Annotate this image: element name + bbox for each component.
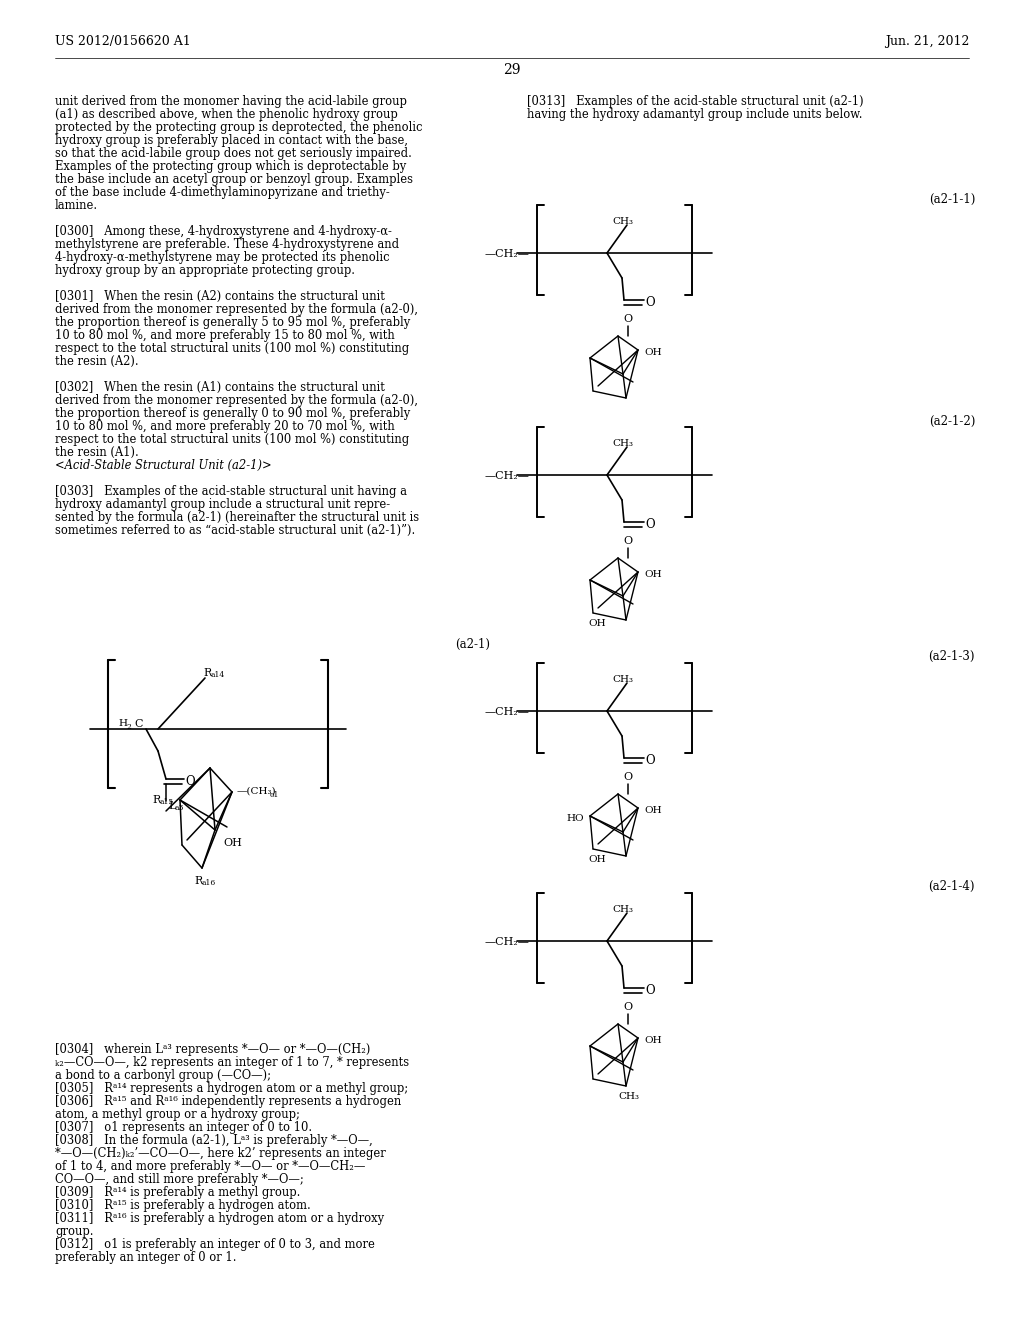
Text: CH₃: CH₃	[612, 216, 633, 226]
Text: <Acid-Stable Structural Unit (a2-1)>: <Acid-Stable Structural Unit (a2-1)>	[55, 459, 271, 473]
Text: respect to the total structural units (100 mol %) constituting: respect to the total structural units (1…	[55, 433, 410, 446]
Text: O: O	[645, 296, 654, 309]
Text: —CH₂—: —CH₂—	[485, 249, 529, 259]
Text: OH: OH	[223, 838, 242, 847]
Text: respect to the total structural units (100 mol %) constituting: respect to the total structural units (1…	[55, 342, 410, 355]
Text: —CH₂—: —CH₂—	[485, 471, 529, 480]
Text: 29: 29	[503, 63, 521, 77]
Text: [0301]   When the resin (A2) contains the structural unit: [0301] When the resin (A2) contains the …	[55, 290, 385, 304]
Text: *—O—(CH₂)ₖ₂’—CO—O—, here k2’ represents an integer: *—O—(CH₂)ₖ₂’—CO—O—, here k2’ represents …	[55, 1147, 386, 1160]
Text: (a2-1): (a2-1)	[455, 638, 490, 651]
Text: O: O	[623, 1002, 632, 1012]
Text: [0303]   Examples of the acid-stable structural unit having a: [0303] Examples of the acid-stable struc…	[55, 484, 407, 498]
Text: protected by the protecting group is deprotected, the phenolic: protected by the protecting group is dep…	[55, 121, 423, 135]
Text: methylstyrene are preferable. These 4-hydroxystyrene and: methylstyrene are preferable. These 4-hy…	[55, 238, 399, 251]
Text: hydroxy group is preferably placed in contact with the base,: hydroxy group is preferably placed in co…	[55, 135, 408, 147]
Text: [0304]   wherein Lᵃ³ represents *—O— or *—O—(CH₂): [0304] wherein Lᵃ³ represents *—O— or *—…	[55, 1043, 371, 1056]
Text: Examples of the protecting group which is deprotectable by: Examples of the protecting group which i…	[55, 160, 407, 173]
Text: (a1) as described above, when the phenolic hydroxy group: (a1) as described above, when the phenol…	[55, 108, 397, 121]
Text: unit derived from the monomer having the acid-labile group: unit derived from the monomer having the…	[55, 95, 407, 108]
Text: a bond to a carbonyl group (—CO—);: a bond to a carbonyl group (—CO—);	[55, 1069, 271, 1082]
Text: Jun. 21, 2012: Jun. 21, 2012	[885, 36, 969, 49]
Text: the base include an acetyl group or benzoyl group. Examples: the base include an acetyl group or benz…	[55, 173, 413, 186]
Text: OH: OH	[644, 348, 662, 356]
Text: (a2-1-3): (a2-1-3)	[929, 649, 975, 663]
Text: so that the acid-labile group does not get seriously impaired.: so that the acid-labile group does not g…	[55, 147, 412, 160]
Text: 2: 2	[126, 723, 131, 731]
Text: O: O	[185, 775, 195, 788]
Text: R: R	[152, 795, 160, 805]
Text: O: O	[623, 536, 632, 546]
Text: a15: a15	[160, 799, 174, 807]
Text: OH: OH	[588, 855, 605, 865]
Text: H: H	[118, 719, 127, 729]
Text: —(CH₃): —(CH₃)	[237, 787, 276, 796]
Text: having the hydroxy adamantyl group include units below.: having the hydroxy adamantyl group inclu…	[527, 108, 862, 121]
Text: a16: a16	[202, 879, 216, 887]
Text: [0312]   o1 is preferably an integer of 0 to 3, and more: [0312] o1 is preferably an integer of 0 …	[55, 1238, 375, 1251]
Text: 10 to 80 mol %, and more preferably 15 to 80 mol %, with: 10 to 80 mol %, and more preferably 15 t…	[55, 329, 394, 342]
Text: hydroxy group by an appropriate protecting group.: hydroxy group by an appropriate protecti…	[55, 264, 355, 277]
Text: (a2-1-4): (a2-1-4)	[929, 880, 975, 894]
Text: OH: OH	[644, 570, 662, 579]
Text: OH: OH	[644, 807, 662, 814]
Text: [0311]   Rᵃ¹⁶ is preferably a hydrogen atom or a hydroxy: [0311] Rᵃ¹⁶ is preferably a hydrogen ato…	[55, 1212, 384, 1225]
Text: the resin (A1).: the resin (A1).	[55, 446, 138, 459]
Text: of the base include 4-dimethylaminopyrizane and triethy-: of the base include 4-dimethylaminopyriz…	[55, 186, 390, 199]
Text: (a2-1-1): (a2-1-1)	[929, 193, 975, 206]
Text: o1: o1	[270, 791, 280, 799]
Text: derived from the monomer represented by the formula (a2-0),: derived from the monomer represented by …	[55, 393, 418, 407]
Text: [0307]   o1 represents an integer of 0 to 10.: [0307] o1 represents an integer of 0 to …	[55, 1121, 312, 1134]
Text: the proportion thereof is generally 5 to 95 mol %, preferably: the proportion thereof is generally 5 to…	[55, 315, 411, 329]
Text: US 2012/0156620 A1: US 2012/0156620 A1	[55, 36, 190, 49]
Text: [0300]   Among these, 4-hydroxystyrene and 4-hydroxy-α-: [0300] Among these, 4-hydroxystyrene and…	[55, 224, 392, 238]
Text: 4-hydroxy-α-methylstyrene may be protected its phenolic: 4-hydroxy-α-methylstyrene may be protect…	[55, 251, 389, 264]
Text: sented by the formula (a2-1) (hereinafter the structural unit is: sented by the formula (a2-1) (hereinafte…	[55, 511, 419, 524]
Text: O: O	[645, 983, 654, 997]
Text: [0305]   Rᵃ¹⁴ represents a hydrogen atom or a methyl group;: [0305] Rᵃ¹⁴ represents a hydrogen atom o…	[55, 1082, 409, 1096]
Text: O: O	[623, 314, 632, 323]
Text: O: O	[645, 517, 654, 531]
Text: hydroxy adamantyl group include a structural unit repre-: hydroxy adamantyl group include a struct…	[55, 498, 390, 511]
Text: CH₃: CH₃	[618, 1092, 639, 1101]
Text: derived from the monomer represented by the formula (a2-0),: derived from the monomer represented by …	[55, 304, 418, 315]
Text: 10 to 80 mol %, and more preferably 20 to 70 mol %, with: 10 to 80 mol %, and more preferably 20 t…	[55, 420, 394, 433]
Text: —CH₂—: —CH₂—	[485, 708, 529, 717]
Text: R: R	[194, 876, 203, 886]
Text: OH: OH	[588, 619, 605, 628]
Text: O: O	[623, 772, 632, 781]
Text: OH: OH	[644, 1036, 662, 1045]
Text: R: R	[203, 668, 211, 678]
Text: CH₃: CH₃	[612, 906, 633, 913]
Text: [0306]   Rᵃ¹⁵ and Rᵃ¹⁶ independently represents a hydrogen: [0306] Rᵃ¹⁵ and Rᵃ¹⁶ independently repre…	[55, 1096, 401, 1107]
Text: (a2-1-2): (a2-1-2)	[929, 414, 975, 428]
Text: atom, a methyl group or a hydroxy group;: atom, a methyl group or a hydroxy group;	[55, 1107, 300, 1121]
Text: HO: HO	[566, 814, 584, 822]
Text: CH₃: CH₃	[612, 675, 633, 684]
Text: CH₃: CH₃	[612, 440, 633, 447]
Text: lamine.: lamine.	[55, 199, 98, 213]
Text: CO—O—, and still more preferably *—O—;: CO—O—, and still more preferably *—O—;	[55, 1173, 304, 1185]
Text: [0302]   When the resin (A1) contains the structural unit: [0302] When the resin (A1) contains the …	[55, 381, 385, 393]
Text: [0313]   Examples of the acid-stable structural unit (a2-1): [0313] Examples of the acid-stable struc…	[527, 95, 863, 108]
Text: [0309]   Rᵃ¹⁴ is preferably a methyl group.: [0309] Rᵃ¹⁴ is preferably a methyl group…	[55, 1185, 300, 1199]
Text: sometimes referred to as “acid-stable structural unit (a2-1)”).: sometimes referred to as “acid-stable st…	[55, 524, 416, 537]
Text: O: O	[645, 754, 654, 767]
Text: C: C	[134, 719, 142, 729]
Text: [0308]   In the formula (a2-1), Lᵃ³ is preferably *—O—,: [0308] In the formula (a2-1), Lᵃ³ is pre…	[55, 1134, 373, 1147]
Text: preferably an integer of 0 or 1.: preferably an integer of 0 or 1.	[55, 1251, 237, 1265]
Text: of 1 to 4, and more preferably *—O— or *—O—CH₂—: of 1 to 4, and more preferably *—O— or *…	[55, 1160, 366, 1173]
Text: ₖ₂—CO—O—, k2 represents an integer of 1 to 7, * represents: ₖ₂—CO—O—, k2 represents an integer of 1 …	[55, 1056, 410, 1069]
Text: the resin (A2).: the resin (A2).	[55, 355, 138, 368]
Text: L: L	[168, 801, 175, 810]
Text: [0310]   Rᵃ¹⁵ is preferably a hydrogen atom.: [0310] Rᵃ¹⁵ is preferably a hydrogen ato…	[55, 1199, 310, 1212]
Text: group.: group.	[55, 1225, 93, 1238]
Text: a14: a14	[211, 671, 225, 678]
Text: the proportion thereof is generally 0 to 90 mol %, preferably: the proportion thereof is generally 0 to…	[55, 407, 411, 420]
Text: —CH₂—: —CH₂—	[485, 937, 529, 946]
Text: a3: a3	[175, 804, 184, 812]
